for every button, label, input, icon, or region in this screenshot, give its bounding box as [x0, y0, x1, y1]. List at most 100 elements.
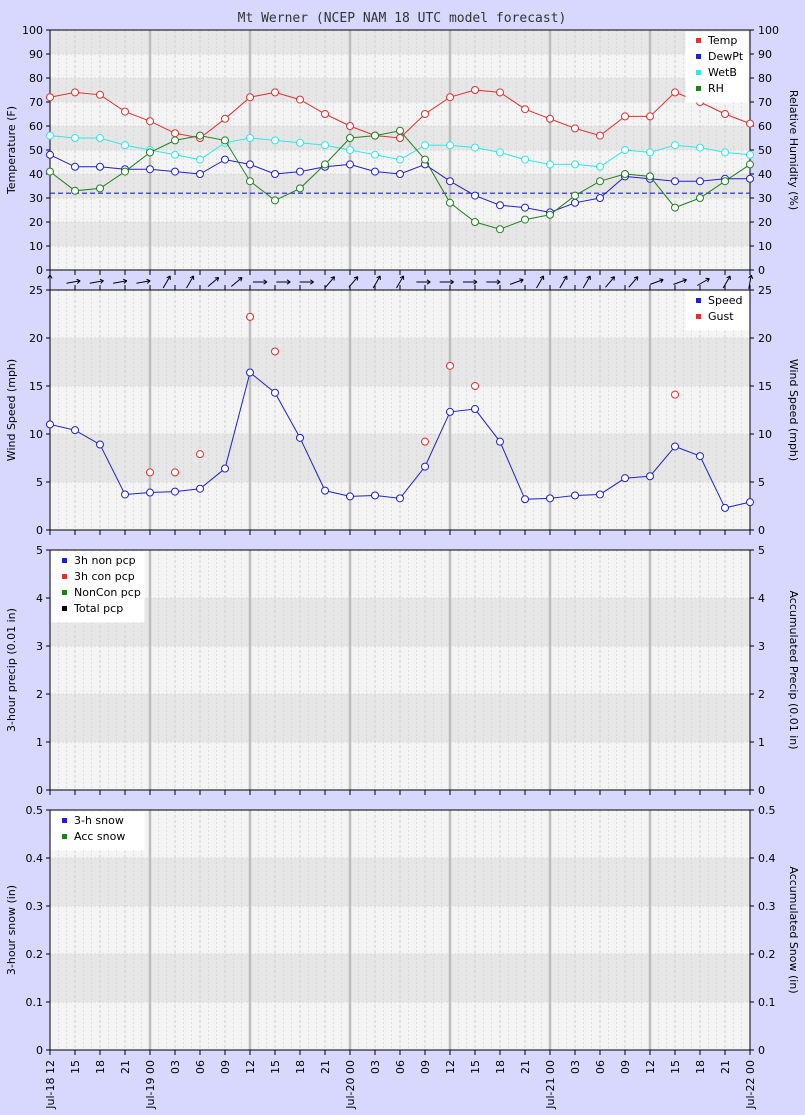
- data-point: [596, 177, 604, 186]
- panel-3: 0 0 1 1 2 2 3 3 4 4 5 5 3-hour precip (0.01 in) Accum…: [5, 544, 800, 797]
- data-point: [46, 150, 54, 159]
- y-tick-label-right: 90: [758, 48, 772, 61]
- y-tick-label: 10: [29, 240, 43, 253]
- y-tick-label-right: 25: [758, 284, 772, 297]
- data-point: [671, 390, 679, 399]
- y-tick-label: 2: [36, 688, 43, 701]
- data-point: [171, 136, 179, 145]
- data-point: [246, 93, 254, 102]
- data-point: [646, 148, 654, 157]
- data-point: [446, 177, 454, 186]
- y-tick-label: 0.5: [26, 804, 44, 817]
- wind-arrow: [207, 277, 220, 287]
- x-tick-label: Jul-19 00: [144, 1060, 157, 1110]
- wind-arrow: [416, 279, 431, 285]
- y-axis-label-right: Relative Humidity (%): [787, 90, 800, 210]
- legend-entry: NonCon pcp: [74, 586, 141, 599]
- data-point: [296, 95, 304, 104]
- data-point: [646, 472, 654, 481]
- data-point: [421, 462, 429, 471]
- data-point: [196, 450, 204, 459]
- wind-arrow: [486, 279, 501, 285]
- wind-arrow: [372, 275, 381, 289]
- y-tick-label: 4: [36, 592, 43, 605]
- x-tick-label: 03: [369, 1060, 382, 1074]
- wind-arrow: [509, 278, 524, 285]
- y-tick-label-right: 40: [758, 168, 772, 181]
- data-point: [671, 177, 679, 186]
- data-point: [471, 143, 479, 152]
- panel-4: 0 0 0.1 0.1 0.2 0.2 0.3 0.3 0.4 0.4 0.5 0.5 3-hour s…: [5, 804, 800, 1057]
- y-tick-label-right: 100: [758, 24, 779, 37]
- legend-entry: Temp: [707, 34, 737, 47]
- legend-swatch: [696, 38, 701, 43]
- y-tick-label: 80: [29, 72, 43, 85]
- y-tick-label-right: 15: [758, 380, 772, 393]
- legend: 3-h snow Acc snow: [51, 811, 145, 851]
- y-tick-label: 10: [29, 428, 43, 441]
- wind-arrow: [673, 278, 687, 285]
- wind-arrow: [439, 279, 454, 285]
- x-tick-label: 21: [719, 1060, 732, 1074]
- y-axis-label: Wind Speed (mph): [5, 359, 18, 461]
- x-tick-label: 03: [169, 1060, 182, 1074]
- x-tick-label: Jul-21 00: [544, 1060, 557, 1110]
- series-speed: [46, 368, 754, 512]
- legend-entry: DewPt: [708, 50, 744, 63]
- y-tick-label: 5: [36, 476, 43, 489]
- data-point: [146, 165, 154, 174]
- data-point: [496, 148, 504, 157]
- data-point: [196, 170, 204, 178]
- data-point: [596, 490, 604, 499]
- data-point: [446, 361, 454, 370]
- data-point: [121, 167, 129, 176]
- x-tick-label: 12: [644, 1060, 657, 1074]
- data-point: [696, 452, 704, 461]
- data-point: [246, 177, 254, 186]
- data-point: [221, 136, 229, 145]
- y-tick-label: 0: [36, 1044, 43, 1057]
- legend-box: [51, 551, 145, 623]
- y-tick-label: 50: [29, 144, 43, 157]
- data-point: [171, 129, 179, 138]
- wind-arrow: [253, 279, 268, 285]
- data-point: [396, 155, 404, 164]
- data-point: [746, 150, 754, 159]
- y-tick-label: 20: [29, 216, 43, 229]
- y-tick-label-right: 60: [758, 120, 772, 133]
- data-point: [671, 442, 679, 451]
- y-axis-label: Temperature (F): [5, 106, 18, 195]
- data-point: [746, 174, 754, 183]
- x-tick-label: 06: [594, 1060, 607, 1074]
- y-tick-label: 40: [29, 168, 43, 181]
- legend-entry: Total pcp: [73, 602, 123, 615]
- x-tick-label: Jul-20 00: [344, 1060, 357, 1110]
- data-point: [246, 134, 254, 142]
- x-tick-label: 18: [294, 1060, 307, 1074]
- wind-arrow: [186, 275, 195, 289]
- data-point: [46, 420, 54, 429]
- data-point: [46, 93, 54, 102]
- x-tick-label: 09: [419, 1060, 432, 1074]
- y-axis-label-right: Accumulated Snow (in): [787, 866, 800, 993]
- data-point: [446, 198, 454, 207]
- wind-arrow: [66, 278, 81, 284]
- x-tick-label: 21: [319, 1060, 332, 1074]
- data-point: [246, 312, 254, 321]
- legend-entry: 3h con pcp: [74, 570, 135, 583]
- data-point: [246, 368, 254, 377]
- data-point: [621, 112, 629, 121]
- x-tick-label: 18: [494, 1060, 507, 1074]
- data-point: [721, 177, 729, 186]
- series-rh: [46, 126, 754, 234]
- data-point: [271, 347, 279, 356]
- data-point: [446, 141, 454, 150]
- legend-swatch: [696, 54, 701, 59]
- x-tick-label: 12: [444, 1060, 457, 1074]
- x-tick-label: 12: [244, 1060, 257, 1074]
- y-tick-label-right: 0: [758, 1044, 765, 1057]
- data-point: [121, 141, 129, 150]
- legend-swatch: [696, 86, 701, 91]
- data-point: [296, 433, 304, 442]
- data-point: [221, 114, 229, 123]
